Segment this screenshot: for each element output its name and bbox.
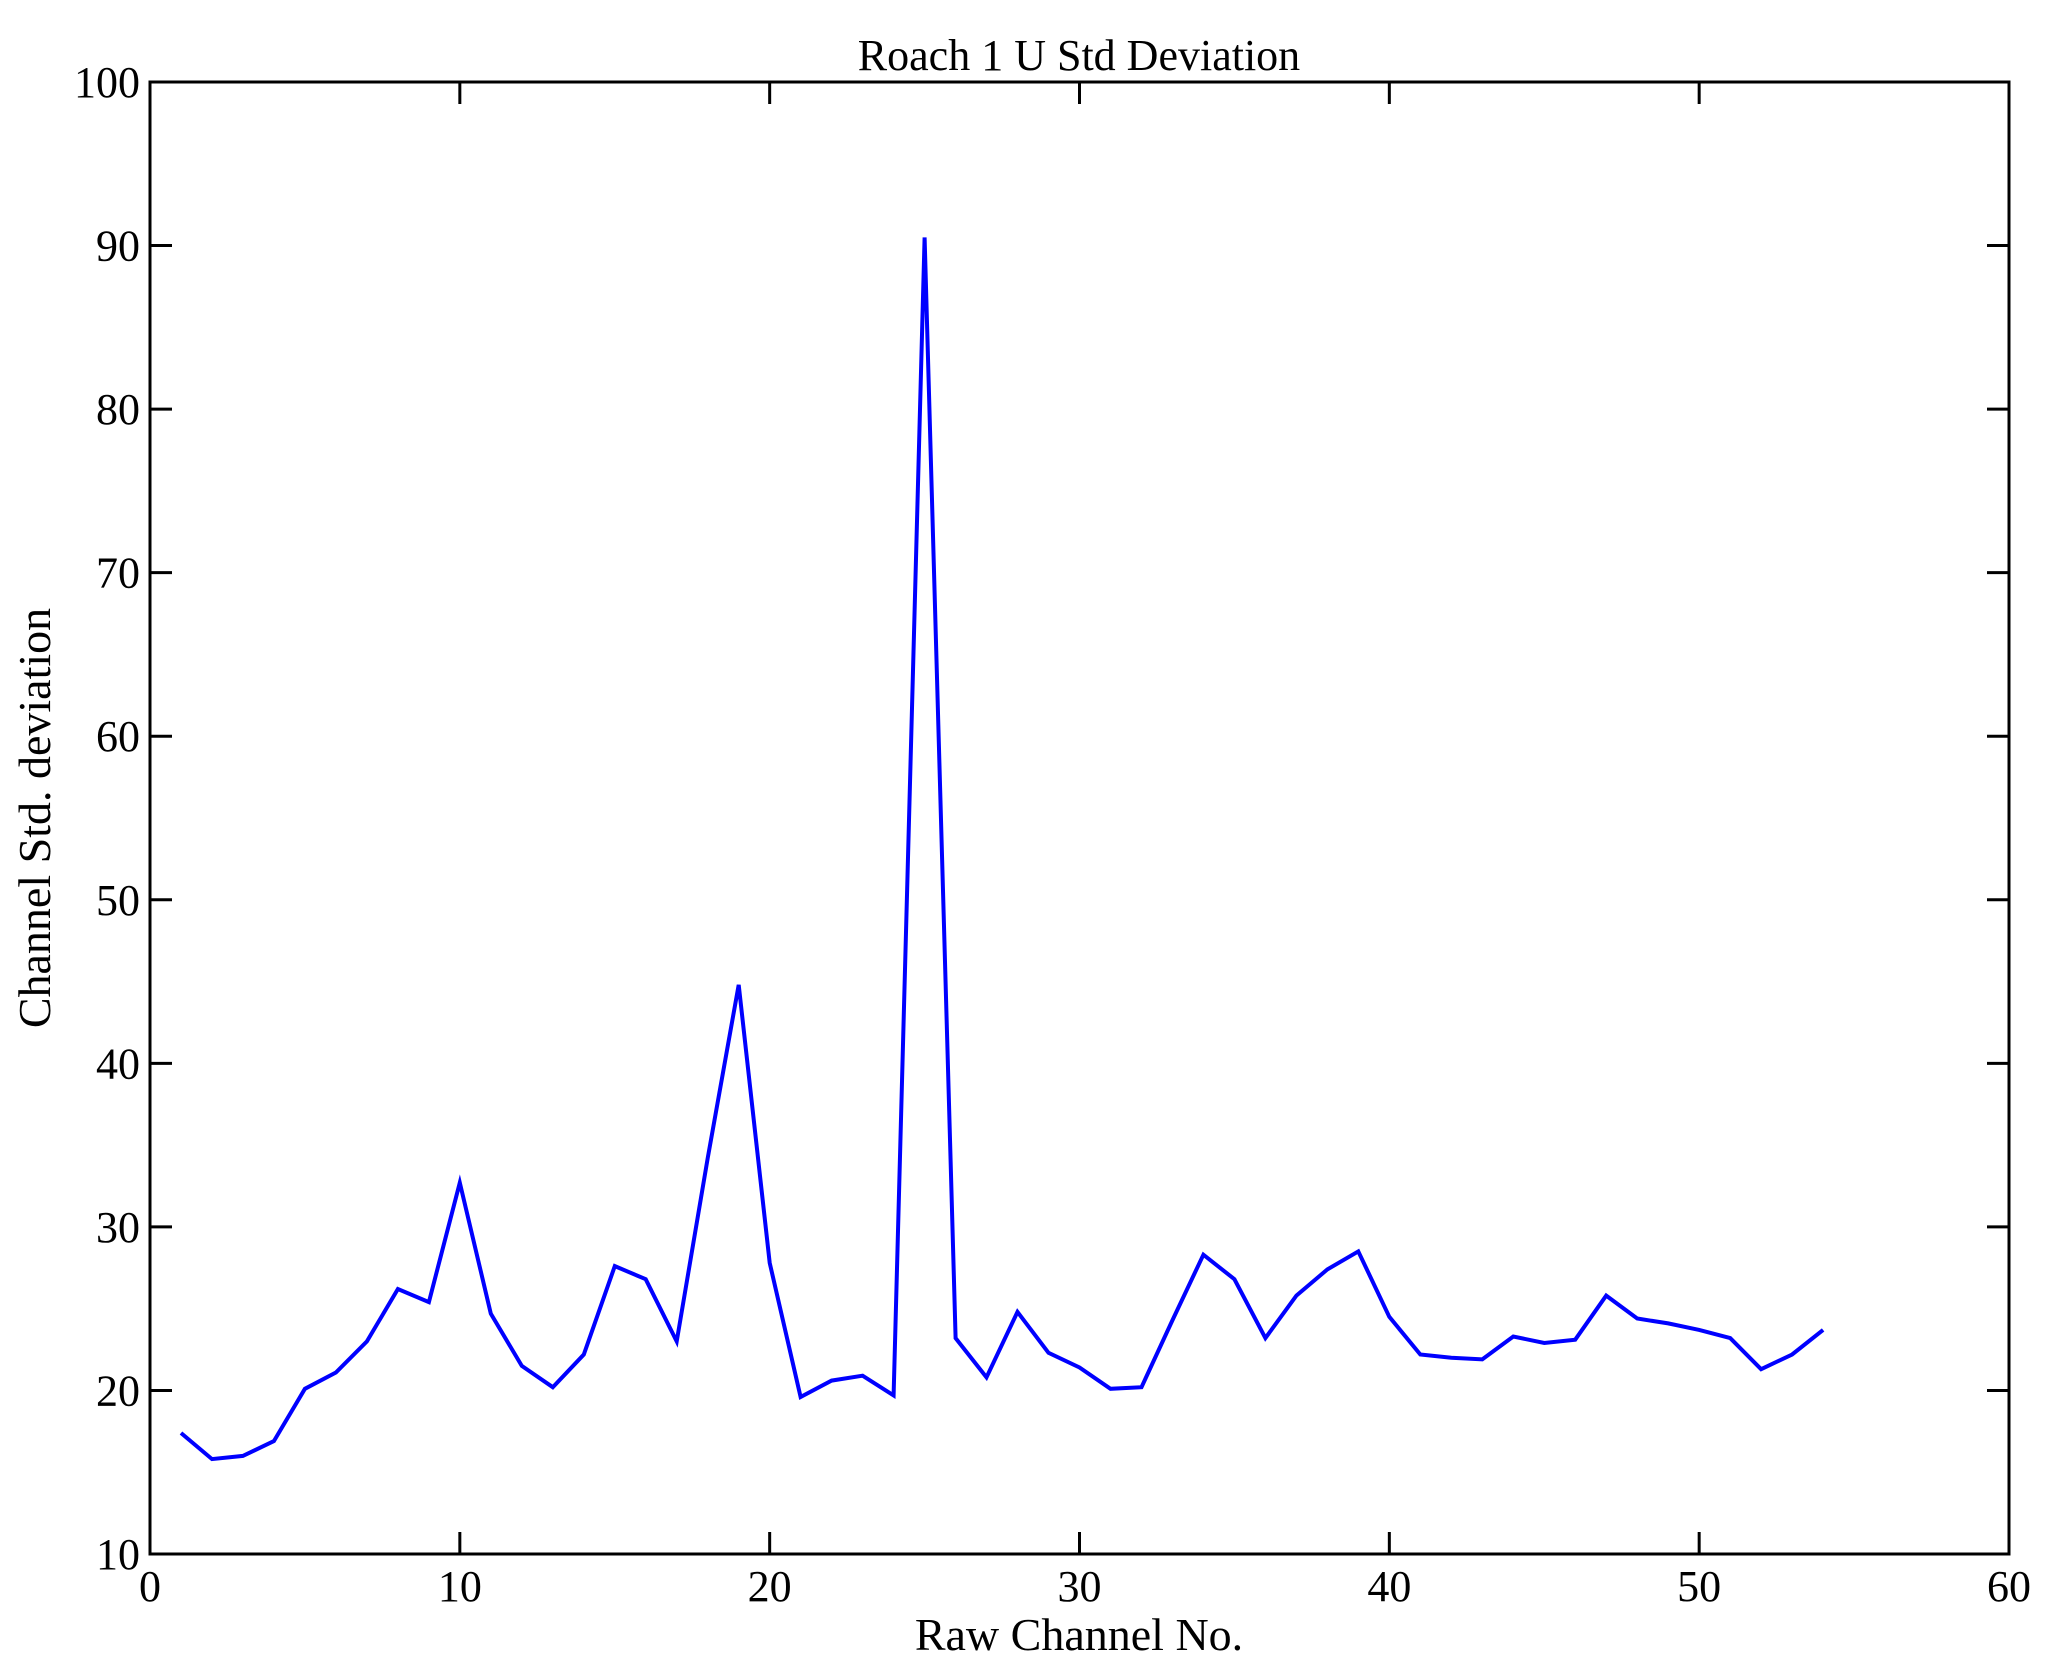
chart-title: Roach 1 U Std Deviation <box>858 31 1300 80</box>
x-tick-label: 40 <box>1367 1562 1411 1611</box>
x-axis-label: Raw Channel No. <box>915 1609 1243 1660</box>
x-tick-label: 10 <box>438 1562 482 1611</box>
x-tick-label: 60 <box>1987 1562 2031 1611</box>
y-tick-label: 20 <box>96 1366 140 1415</box>
x-tick-label: 30 <box>1058 1562 1102 1611</box>
x-tick-label: 0 <box>139 1562 161 1611</box>
y-tick-label: 40 <box>96 1039 140 1088</box>
data-line <box>179 237 1825 1462</box>
y-tick-label: 10 <box>96 1530 140 1579</box>
y-tick-label: 50 <box>96 876 140 925</box>
axis-ticks <box>148 80 2011 1556</box>
y-tick-label: 30 <box>96 1203 140 1252</box>
x-tick-label: 50 <box>1677 1562 1721 1611</box>
y-tick-label: 80 <box>96 385 140 434</box>
y-tick-label: 100 <box>74 58 140 107</box>
y-axis-label: Channel Std. deviation <box>9 608 60 1028</box>
plot-border <box>148 80 2011 1556</box>
y-tick-label: 70 <box>96 549 140 598</box>
y-tick-label: 60 <box>96 712 140 761</box>
y-tick-label: 90 <box>96 222 140 271</box>
x-tick-label: 20 <box>748 1562 792 1611</box>
